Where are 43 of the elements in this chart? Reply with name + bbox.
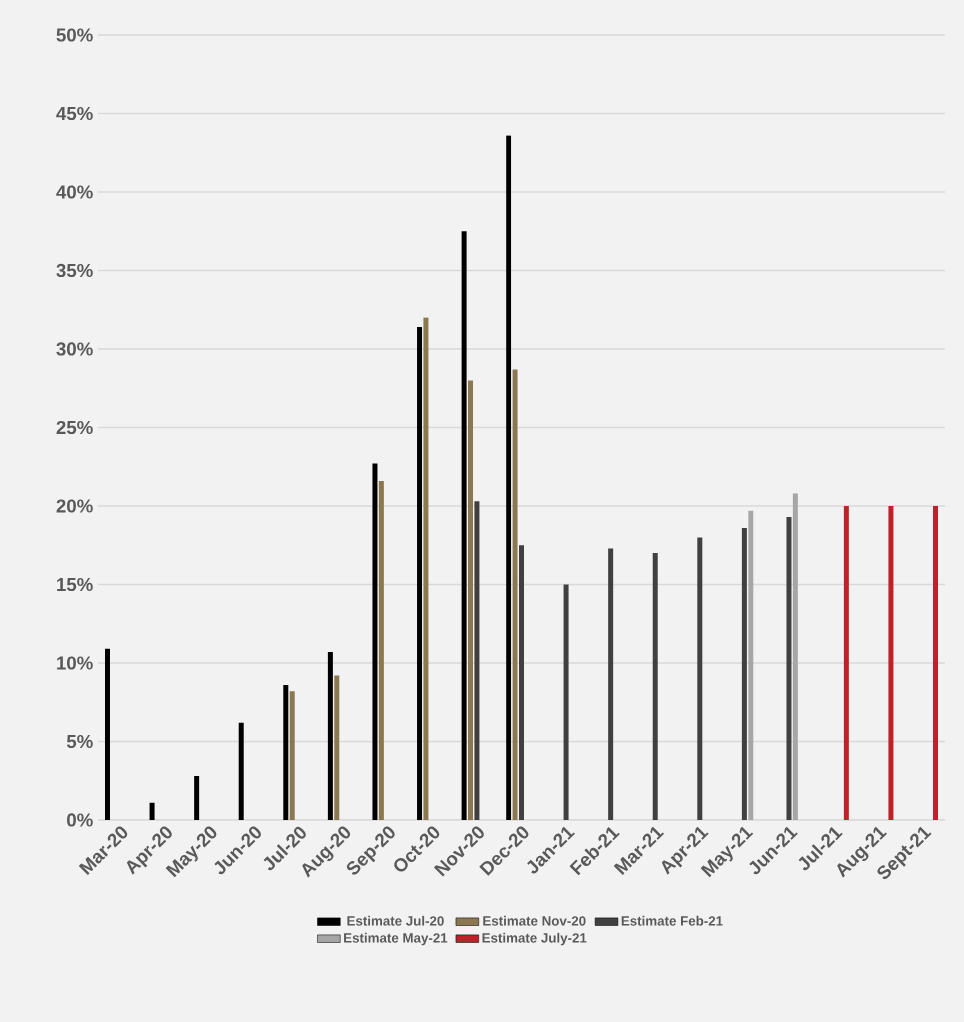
legend-label: Estimate July-21 xyxy=(482,932,587,946)
y-tick-label: 25% xyxy=(56,420,93,435)
y-tick-label: 35% xyxy=(56,263,93,278)
bar xyxy=(334,675,340,820)
bar xyxy=(652,553,658,820)
bar xyxy=(933,506,938,820)
bar xyxy=(563,584,569,820)
bar xyxy=(149,802,155,820)
bar xyxy=(888,506,894,820)
bar xyxy=(289,691,295,820)
legend-label: Estimate May-21 xyxy=(344,932,448,946)
bar xyxy=(417,327,423,820)
bar xyxy=(327,652,333,820)
legend-label: Estimate Nov-20 xyxy=(483,915,586,926)
bar xyxy=(519,545,524,820)
legend-label: Estimate Feb-21 xyxy=(621,915,723,926)
y-tick-label: 15% xyxy=(57,577,93,592)
bar xyxy=(378,480,384,820)
bar xyxy=(372,463,378,820)
y-tick-label: 30% xyxy=(56,342,93,356)
bar xyxy=(697,537,703,820)
bar xyxy=(423,317,429,820)
y-tick-label: 20% xyxy=(56,499,93,513)
bar xyxy=(474,501,480,820)
y-tick-label: 0% xyxy=(67,813,93,827)
bar xyxy=(608,548,614,820)
legend-label: Estimate Jul-20 xyxy=(347,915,444,926)
bar xyxy=(194,776,200,820)
bar xyxy=(238,722,244,820)
y-tick-label: 40% xyxy=(56,185,93,199)
y-tick-label: 10% xyxy=(57,656,93,670)
bar xyxy=(786,516,792,820)
y-tick-label: 45% xyxy=(56,106,93,121)
bar xyxy=(104,648,110,820)
bar xyxy=(506,135,512,820)
bar xyxy=(843,506,849,820)
bar xyxy=(792,493,798,820)
bar xyxy=(468,380,474,820)
bar xyxy=(461,231,467,820)
y-tick-label: 50% xyxy=(56,28,93,42)
bar xyxy=(283,684,289,820)
bar xyxy=(741,527,747,820)
y-tick-label: 5% xyxy=(66,734,93,749)
